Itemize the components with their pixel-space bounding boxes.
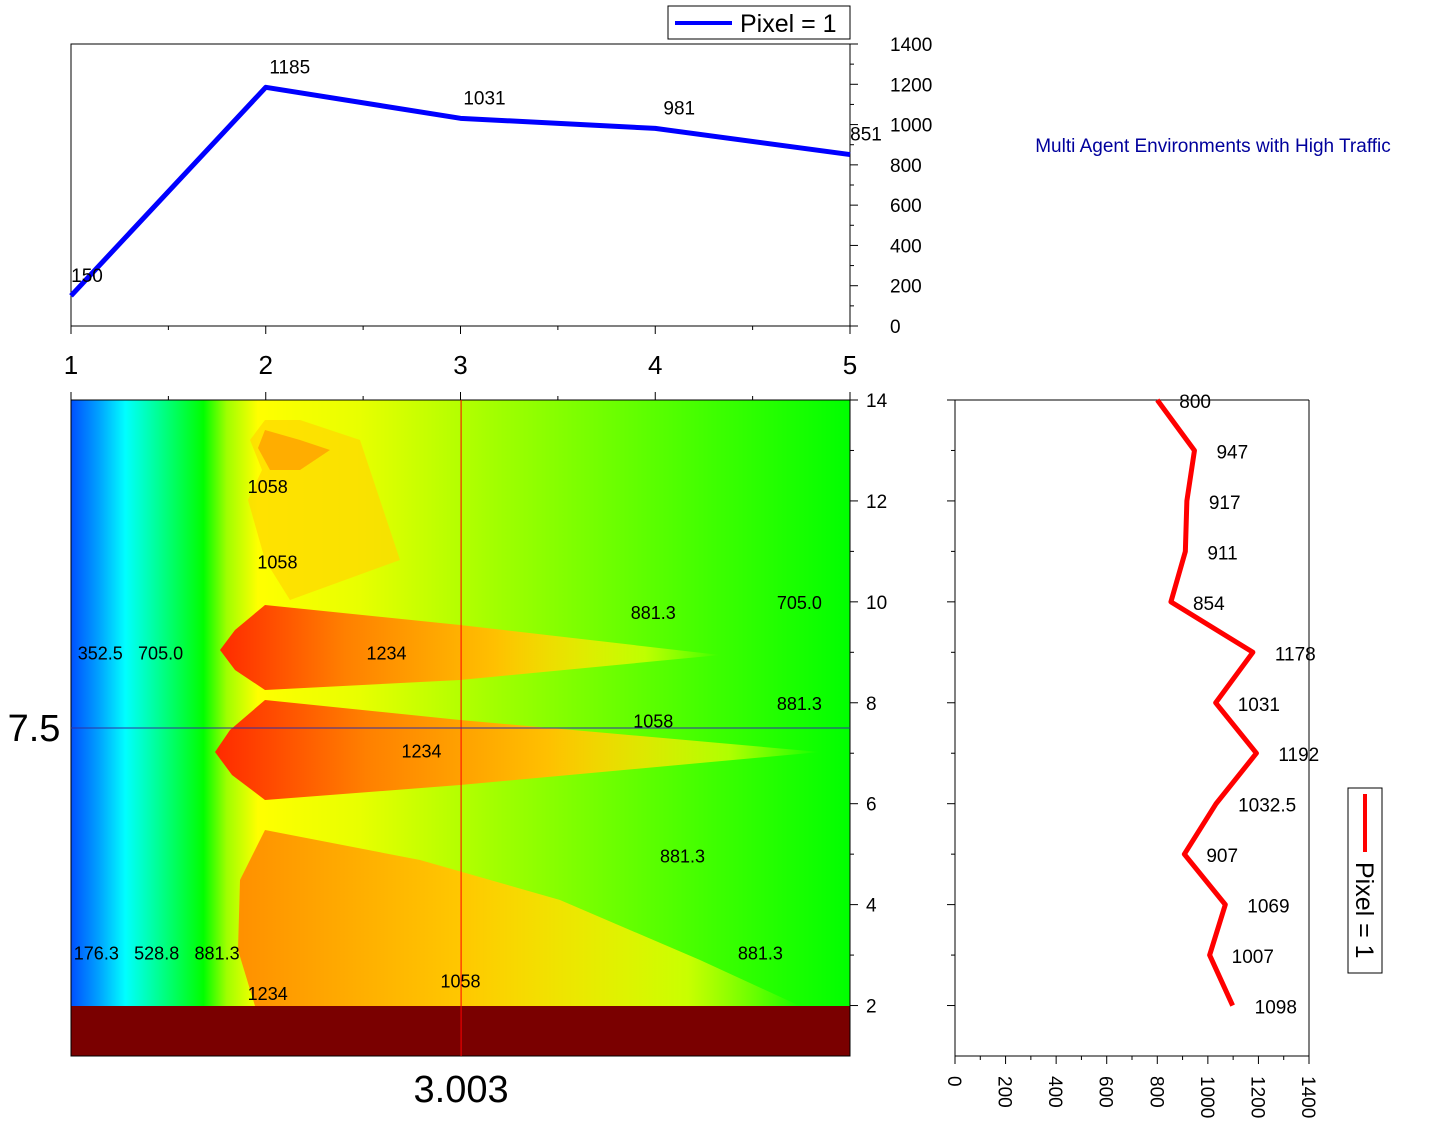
top-x-tick-label: 1	[64, 350, 78, 380]
contour-label: 1058	[248, 477, 288, 497]
contour-label: 528.8	[134, 944, 179, 964]
contour-bottom-band	[71, 1006, 850, 1056]
right-data-label: 1098	[1255, 998, 1297, 1019]
contour-orange-top	[258, 430, 330, 470]
top-y-tick-label: 600	[890, 196, 922, 217]
contour-hot-lobe-9	[220, 605, 720, 690]
right-legend-label: Pixel = 1	[1350, 862, 1378, 959]
contour-labels: 1058 1058 881.3 705.0 352.5 705.0 1234 881.3 105…	[74, 477, 822, 1004]
contour-label: 1234	[248, 984, 288, 1004]
crosshair-x-readout: 3.003	[414, 1069, 509, 1111]
right-data-label: 907	[1206, 846, 1238, 867]
chart-title: Multi Agent Environments with High Traff…	[1035, 136, 1391, 157]
contour-label: 176.3	[74, 944, 119, 964]
top-legend: Pixel = 1	[667, 5, 851, 40]
right-legend: Pixel = 1	[1347, 787, 1383, 974]
right-x-tick-label: 200	[994, 1076, 1015, 1108]
top-data-label: 1031	[463, 88, 505, 109]
right-data-label: 1178	[1275, 644, 1316, 665]
top-legend-label: Pixel = 1	[740, 10, 837, 38]
right-chart: 0 200 400 600 800 1000 1200 1400 800 947 917 911 85…	[943, 392, 1383, 1118]
right-x-tick-label: 1200	[1246, 1076, 1267, 1118]
top-y-tick-label: 1000	[890, 116, 932, 137]
right-x-tick-label: 1000	[1196, 1076, 1217, 1118]
right-data-label: 800	[1179, 392, 1211, 413]
right-data-label: 1192	[1278, 745, 1319, 766]
top-data-label: 851	[850, 125, 882, 146]
top-x-axis: 1 2 3 4 5	[64, 326, 857, 400]
right-series-line	[1155, 398, 1259, 1007]
right-x-tick-label: 600	[1095, 1076, 1116, 1108]
right-x-axis: 0 200 400 600 800 1000 1200 1400	[943, 1056, 1318, 1118]
top-plot-frame	[70, 43, 851, 327]
top-x-tick-label: 5	[843, 350, 857, 380]
contour-label: 352.5	[78, 643, 123, 663]
contour-y-tick-label: 14	[866, 391, 888, 412]
contour-y-tick-label: 12	[866, 492, 887, 513]
right-x-tick-label: 400	[1044, 1076, 1065, 1108]
top-y-axis: 0 200 400 600 800 1000 1200 1400	[850, 35, 932, 338]
top-y-tick-label: 400	[890, 236, 922, 257]
top-data-labels: 150 1185 1031 981 851	[71, 57, 882, 286]
right-data-label: 917	[1209, 493, 1241, 514]
top-data-label: 1185	[269, 57, 310, 78]
right-data-label: 911	[1207, 543, 1237, 564]
right-data-labels: 800 947 917 911 854 1178 1031 1192 1032.5 907 1069…	[1179, 392, 1319, 1019]
top-y-tick-label: 0	[890, 317, 901, 338]
top-data-label: 981	[663, 98, 695, 119]
contour-y-tick-label: 2	[866, 997, 877, 1018]
contour-hot-lobe-7	[215, 700, 820, 800]
top-x-tick-label: 3	[453, 350, 467, 380]
contour-label: 881.3	[738, 944, 783, 964]
right-x-tick-label: 800	[1145, 1076, 1166, 1108]
right-data-label: 854	[1193, 594, 1225, 615]
contour-label: 1234	[402, 742, 442, 762]
top-x-tick-label: 2	[259, 350, 273, 380]
top-x-tick-label: 4	[648, 350, 662, 380]
contour-y-axis: 2 4 6 8 10 12 14	[850, 391, 888, 1018]
right-data-label: 1007	[1232, 947, 1274, 968]
contour-y-tick-label: 10	[866, 593, 887, 614]
right-x-tick-label: 0	[943, 1076, 964, 1087]
right-data-label: 1069	[1247, 897, 1289, 918]
contour-label: 705.0	[138, 643, 183, 663]
contour-label: 1058	[257, 552, 297, 572]
contour-label: 881.3	[777, 694, 822, 714]
right-y-axis	[947, 399, 955, 1007]
top-series-line	[69, 84, 851, 298]
top-data-label: 150	[71, 266, 103, 287]
contour-y-tick-label: 8	[866, 694, 877, 715]
contour-warm-bottom	[238, 830, 800, 1006]
top-y-tick-label: 800	[890, 156, 922, 177]
right-data-label: 947	[1216, 442, 1248, 463]
top-y-tick-label: 200	[890, 277, 922, 298]
contour-label: 1234	[366, 643, 406, 663]
contour-label: 1058	[633, 711, 673, 731]
right-x-tick-label: 1400	[1297, 1076, 1318, 1118]
contour-y-tick-label: 4	[866, 896, 877, 917]
right-data-label: 1032.5	[1238, 796, 1296, 817]
top-y-tick-label: 1400	[890, 35, 932, 56]
contour-label: 1058	[440, 971, 480, 991]
contour-label: 881.3	[660, 847, 705, 867]
contour-y-tick-label: 6	[866, 795, 877, 816]
contour-label: 881.3	[195, 944, 240, 964]
top-y-tick-label: 1200	[890, 75, 932, 96]
contour-label: 881.3	[631, 603, 676, 623]
contour-label: 705.0	[777, 593, 822, 613]
crosshair-y-readout: 7.5	[8, 708, 61, 750]
right-data-label: 1031	[1238, 695, 1280, 716]
